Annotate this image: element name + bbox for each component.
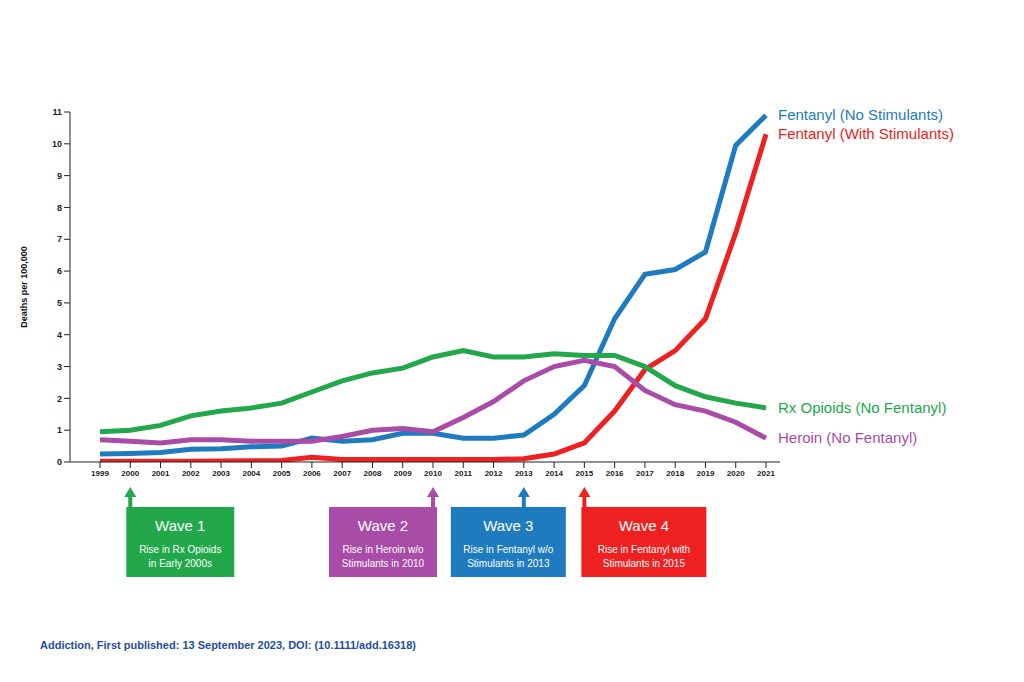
svg-text:Deaths per 100,000: Deaths per 100,000	[19, 246, 29, 328]
svg-text:Wave 1: Wave 1	[155, 517, 205, 534]
svg-text:0: 0	[57, 457, 62, 467]
svg-text:2004: 2004	[242, 469, 260, 478]
svg-text:2019: 2019	[697, 469, 715, 478]
svg-text:2013: 2013	[515, 469, 533, 478]
svg-text:2012: 2012	[485, 469, 503, 478]
svg-text:2020: 2020	[727, 469, 745, 478]
svg-text:2008: 2008	[364, 469, 382, 478]
svg-text:Fentanyl (With Stimulants): Fentanyl (With Stimulants)	[778, 125, 954, 142]
svg-text:2014: 2014	[545, 469, 563, 478]
svg-text:Stimulants in 2013: Stimulants in 2013	[467, 558, 550, 569]
svg-text:10: 10	[52, 139, 62, 149]
svg-text:Rise in Rx Opioids: Rise in Rx Opioids	[139, 544, 221, 555]
svg-text:Stimulants in 2015: Stimulants in 2015	[603, 558, 686, 569]
svg-text:2000: 2000	[121, 469, 139, 478]
svg-text:2: 2	[57, 394, 62, 404]
svg-text:Addiction, First published: 13: Addiction, First published: 13 September…	[40, 639, 416, 651]
svg-text:2007: 2007	[333, 469, 351, 478]
svg-text:Stimulants in 2010: Stimulants in 2010	[342, 558, 425, 569]
svg-text:Heroin (No Fentanyl): Heroin (No Fentanyl)	[778, 429, 917, 446]
svg-text:2017: 2017	[636, 469, 654, 478]
svg-text:Wave 2: Wave 2	[358, 517, 408, 534]
svg-text:2006: 2006	[303, 469, 321, 478]
svg-text:2018: 2018	[666, 469, 684, 478]
svg-text:2003: 2003	[212, 469, 230, 478]
svg-text:Rise in Fentanyl with: Rise in Fentanyl with	[598, 544, 690, 555]
svg-text:in Early 2000s: in Early 2000s	[149, 558, 212, 569]
svg-text:2009: 2009	[394, 469, 412, 478]
svg-text:2005: 2005	[273, 469, 291, 478]
svg-text:6: 6	[57, 266, 62, 276]
svg-text:Fentanyl (No Stimulants): Fentanyl (No Stimulants)	[778, 106, 943, 123]
svg-text:4: 4	[57, 330, 62, 340]
svg-text:2001: 2001	[152, 469, 170, 478]
svg-text:2010: 2010	[424, 469, 442, 478]
svg-text:2011: 2011	[455, 469, 473, 478]
svg-text:8: 8	[57, 203, 62, 213]
svg-text:Rise in Fentanyl w/o: Rise in Fentanyl w/o	[463, 544, 553, 555]
svg-text:1: 1	[57, 425, 62, 435]
svg-text:5: 5	[57, 298, 62, 308]
svg-text:1999: 1999	[91, 469, 109, 478]
svg-text:9: 9	[57, 171, 62, 181]
svg-text:Rx Opioids (No Fentanyl): Rx Opioids (No Fentanyl)	[778, 399, 946, 416]
svg-text:2021: 2021	[757, 469, 775, 478]
svg-text:Wave 4: Wave 4	[619, 517, 669, 534]
svg-text:3: 3	[57, 362, 62, 372]
svg-text:7: 7	[57, 234, 62, 244]
svg-text:2015: 2015	[575, 469, 593, 478]
svg-text:11: 11	[52, 107, 62, 117]
svg-text:2016: 2016	[606, 469, 624, 478]
svg-text:Rise in Heroin w/o: Rise in Heroin w/o	[342, 544, 424, 555]
svg-text:2002: 2002	[182, 469, 200, 478]
svg-text:Wave 3: Wave 3	[483, 517, 533, 534]
